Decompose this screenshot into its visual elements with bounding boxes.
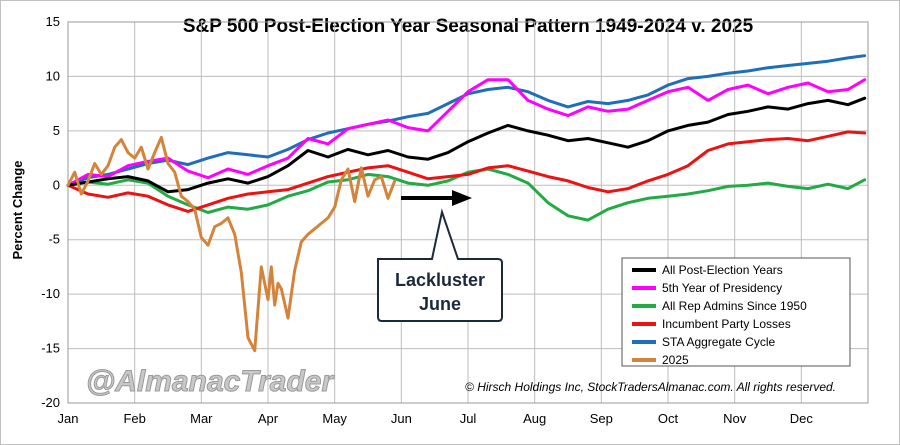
y-tick-label: -20 bbox=[41, 395, 60, 410]
y-tick-label: -15 bbox=[41, 341, 60, 356]
series-layer bbox=[66, 54, 867, 353]
series-line-2025 bbox=[66, 135, 397, 353]
series-line-5th-year-of-presidency bbox=[66, 78, 867, 187]
legend-item-label: 5th Year of Presidency bbox=[662, 281, 782, 295]
legend-item-label: All Post-Election Years bbox=[662, 263, 783, 277]
x-tick-label: Oct bbox=[658, 411, 679, 426]
x-tick-label: Dec bbox=[790, 411, 814, 426]
x-tick-label: Jun bbox=[391, 411, 412, 426]
x-tick-label: Mar bbox=[190, 411, 213, 426]
watermark-logo: @AlmanacTrader bbox=[86, 365, 335, 398]
legend-item-label: All Rep Admins Since 1950 bbox=[662, 299, 807, 313]
legend-item-label: STA Aggregate Cycle bbox=[662, 335, 776, 349]
y-tick-label: -10 bbox=[41, 286, 60, 301]
legend-box bbox=[621, 257, 851, 367]
y-tick-label: 0 bbox=[53, 177, 60, 192]
x-tick-label: Aug bbox=[523, 411, 546, 426]
x-tick-label: Sep bbox=[590, 411, 613, 426]
x-tick-label: May bbox=[322, 411, 347, 426]
y-axis-label: Percent Change bbox=[10, 161, 25, 260]
y-tick-label: 5 bbox=[53, 123, 60, 138]
series-line-incumbent-party-losses bbox=[66, 130, 867, 213]
copyright-text: © Hirsch Holdings Inc, StockTradersAlman… bbox=[465, 380, 836, 394]
plot-area-border bbox=[67, 21, 869, 404]
series-line-all-post-election-years bbox=[66, 96, 867, 194]
callout-line-2: June bbox=[419, 294, 461, 314]
june-arrow bbox=[401, 190, 472, 206]
legend-item-label: Incumbent Party Losses bbox=[662, 317, 791, 331]
x-tick-label: Feb bbox=[123, 411, 145, 426]
y-tick-label: -5 bbox=[48, 232, 60, 247]
legend: All Post-Election Years 5th Year of Presi… bbox=[621, 257, 851, 367]
callout-line-1: Lackluster bbox=[395, 270, 485, 290]
x-tick-label: Apr bbox=[258, 411, 279, 426]
series-line-all-rep-admins-since-1950 bbox=[66, 167, 867, 222]
callout-box: Lackluster June bbox=[377, 208, 503, 322]
y-tick-label: 10 bbox=[46, 68, 60, 83]
legend-item-label: 2025 bbox=[662, 353, 689, 367]
y-tick-label: 15 bbox=[46, 14, 60, 29]
x-tick-label: Jul bbox=[460, 411, 477, 426]
x-tick-label: Jan bbox=[58, 411, 79, 426]
x-tick-label: Nov bbox=[723, 411, 747, 426]
